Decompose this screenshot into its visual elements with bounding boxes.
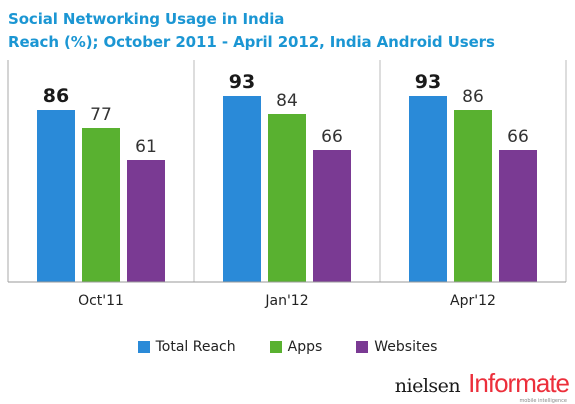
legend-item-websites: Websites [356,339,437,355]
nielsen-logo: nielsen [394,375,461,397]
chart-subtitle: Reach (%); October 2011 - April 2012, In… [8,33,495,51]
legend-label-websites: Websites [374,339,438,355]
legend-swatch-total-reach [137,341,150,353]
data-label-websites-1: 61 [135,137,157,157]
x-tick-label-3: Apr'12 [450,293,496,309]
informate-logo: Informate mobile intelligence [468,368,570,404]
bar-apps-3 [454,110,492,282]
legend-label-apps: Apps [287,339,323,355]
logos: nielsen Informate mobile intelligence [394,368,570,404]
bar-websites-2 [313,150,351,282]
bar-total-reach-2 [223,96,261,282]
legend-item-total-reach: Total Reach [137,339,236,355]
chart-title: Social Networking Usage in India [8,10,285,28]
data-label-websites-3: 66 [507,127,529,147]
informate-logo-text: Informate [468,368,570,398]
bar-websites-1 [127,160,165,282]
informate-tagline: mobile intelligence [519,398,567,404]
bar-total-reach-3 [409,96,447,282]
legend-swatch-apps [269,341,282,353]
legend-swatch-websites [356,341,369,353]
bar-websites-3 [499,150,537,282]
legend: Total Reach Apps Websites [0,339,575,355]
legend-label-total-reach: Total Reach [155,339,236,355]
data-label-total-reach-3: 93 [415,71,441,93]
data-label-total-reach-2: 93 [229,71,255,93]
data-label-total-reach-1: 86 [43,85,69,107]
data-label-apps-1: 77 [90,105,112,125]
bar-apps-2 [268,114,306,282]
data-label-apps-3: 86 [462,87,484,107]
data-label-websites-2: 66 [321,127,343,147]
x-tick-label-1: Oct'11 [78,293,124,309]
bar-total-reach-1 [37,110,75,282]
legend-item-apps: Apps [269,339,323,355]
x-tick-label-2: Jan'12 [264,293,308,309]
bar-apps-1 [82,128,120,282]
data-label-apps-2: 84 [276,91,298,111]
